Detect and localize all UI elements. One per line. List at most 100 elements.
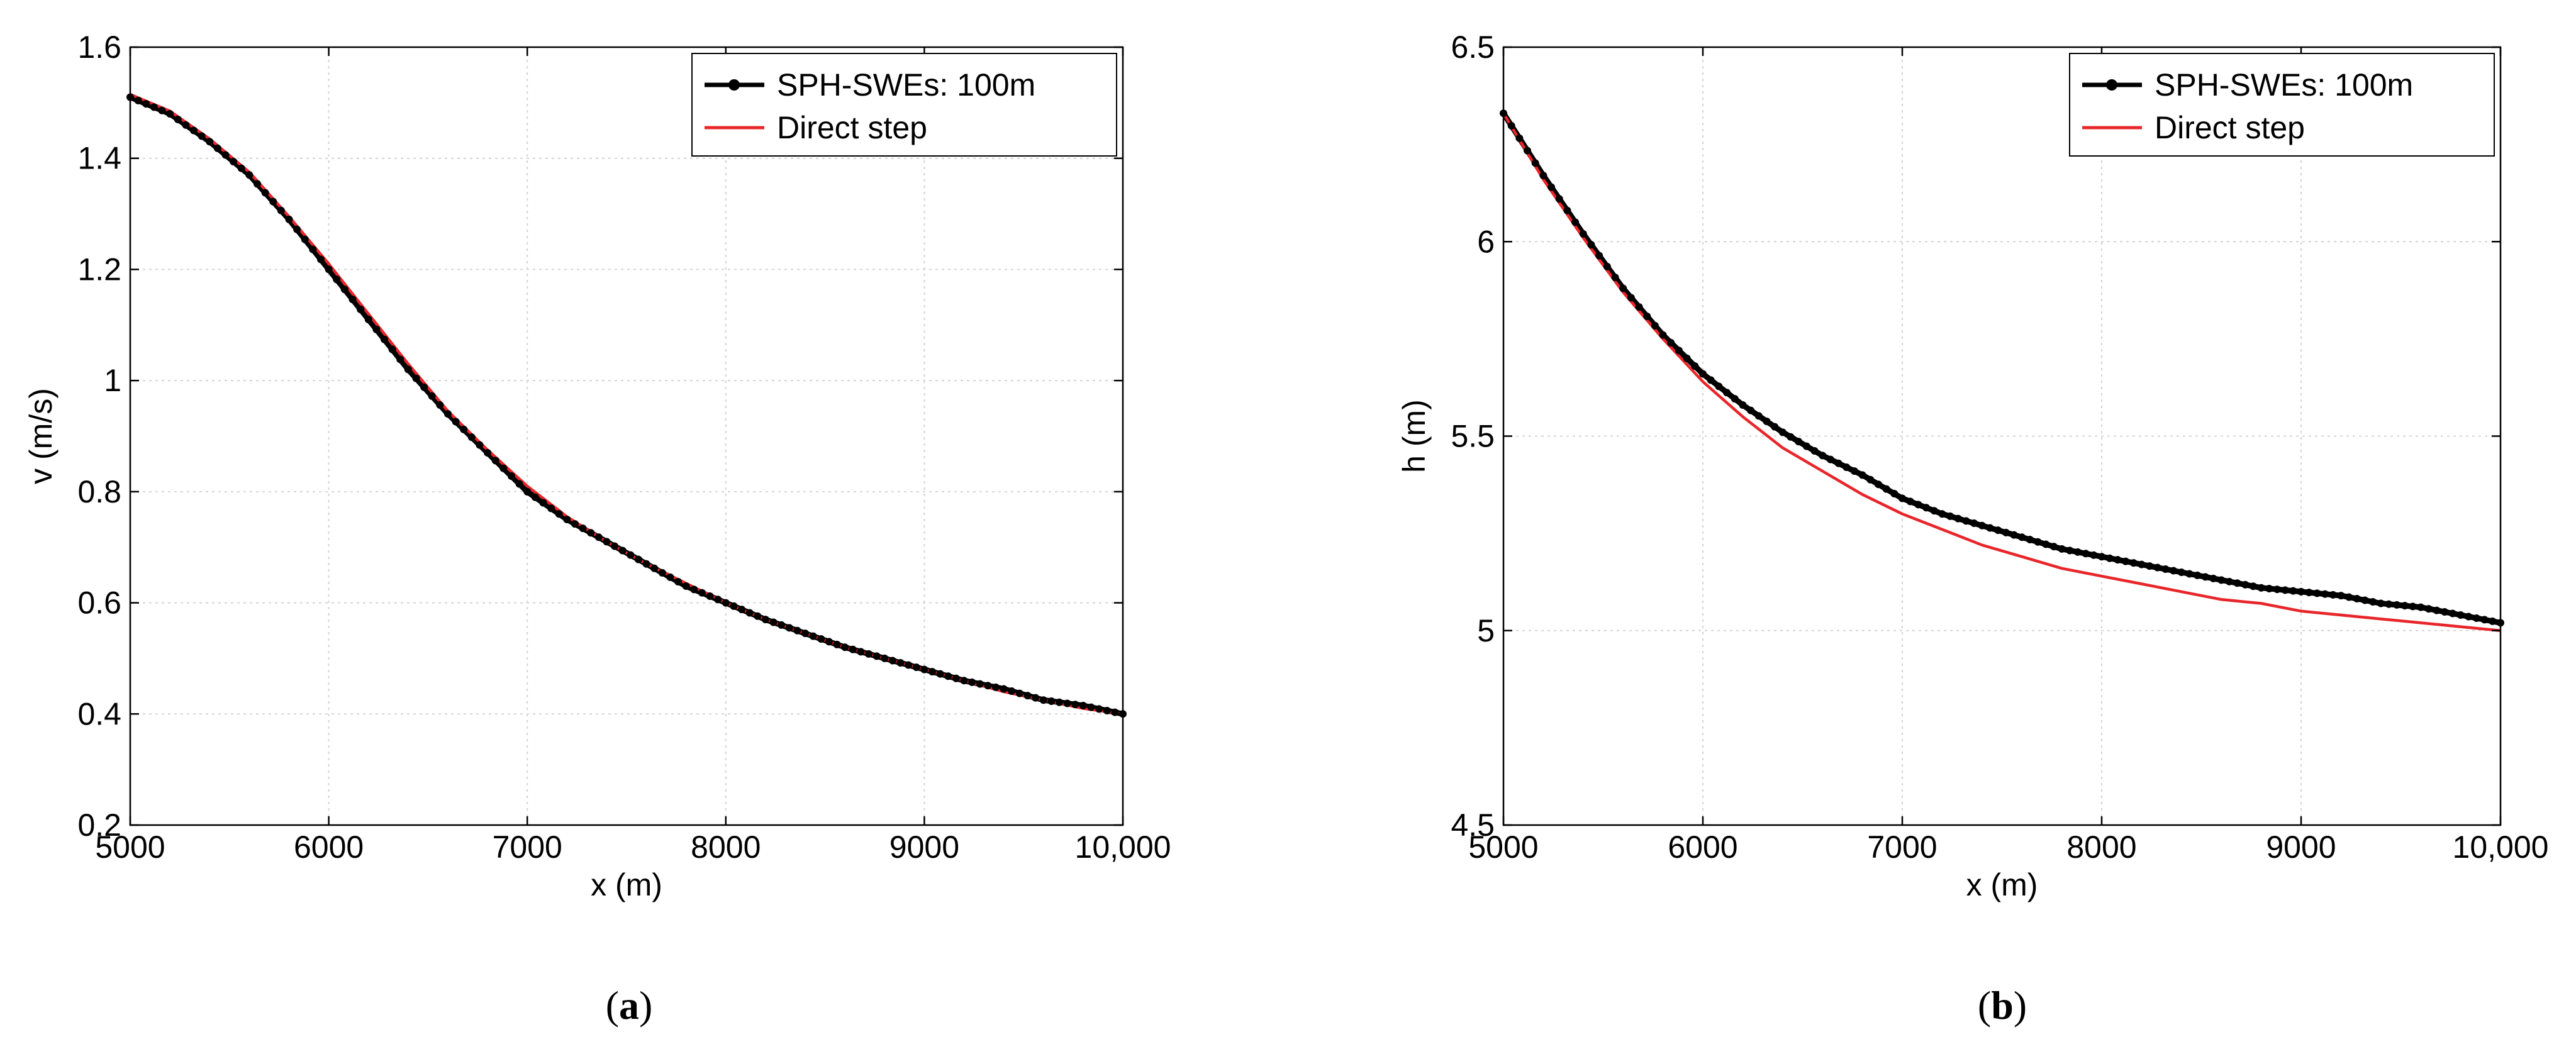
data-point bbox=[2170, 567, 2178, 575]
data-point bbox=[2305, 589, 2313, 597]
data-point bbox=[920, 665, 928, 674]
data-point bbox=[499, 464, 508, 472]
data-point bbox=[2146, 562, 2154, 570]
x-tick-label: 6000 bbox=[294, 829, 364, 865]
data-point bbox=[1954, 514, 1962, 523]
data-point bbox=[698, 589, 706, 597]
data-point bbox=[404, 365, 412, 374]
data-point bbox=[1571, 218, 1580, 226]
data-point bbox=[627, 551, 635, 559]
x-axis-label: x (m) bbox=[1966, 867, 2038, 902]
data-point bbox=[1008, 687, 1016, 696]
data-point bbox=[2393, 601, 2401, 609]
data-point bbox=[1103, 706, 1111, 714]
data-point bbox=[396, 355, 404, 363]
data-point bbox=[793, 626, 801, 635]
y-tick-label: 4.5 bbox=[1451, 807, 1495, 843]
data-point bbox=[476, 441, 484, 449]
data-point bbox=[333, 275, 341, 284]
data-point bbox=[594, 533, 603, 541]
data-point bbox=[1890, 490, 1899, 498]
data-point bbox=[1874, 480, 1882, 489]
data-point bbox=[539, 499, 547, 507]
data-point bbox=[809, 632, 817, 640]
data-point bbox=[2194, 571, 2202, 579]
data-point bbox=[515, 480, 523, 488]
data-point bbox=[2177, 568, 2185, 576]
data-point bbox=[2122, 557, 2130, 565]
data-point bbox=[1619, 284, 1627, 292]
data-point bbox=[213, 144, 221, 152]
data-point bbox=[888, 657, 896, 665]
plot-area bbox=[130, 47, 1123, 825]
data-point bbox=[1111, 708, 1119, 716]
data-point bbox=[1651, 321, 1659, 330]
data-point bbox=[380, 335, 388, 343]
data-point bbox=[563, 516, 571, 524]
x-tick-label: 6000 bbox=[1668, 829, 1737, 865]
data-point bbox=[722, 599, 730, 607]
data-point bbox=[2201, 573, 2209, 581]
data-point bbox=[1079, 702, 1087, 710]
data-point bbox=[666, 573, 674, 581]
data-point bbox=[611, 542, 619, 550]
data-point bbox=[1906, 497, 1914, 506]
y-tick-label: 6 bbox=[1477, 224, 1495, 259]
data-point bbox=[928, 668, 937, 676]
data-point bbox=[1691, 362, 1699, 370]
data-point bbox=[1667, 339, 1675, 347]
data-point bbox=[1802, 442, 1810, 450]
data-point bbox=[1922, 504, 1931, 512]
data-point bbox=[1747, 406, 1755, 414]
data-point bbox=[873, 652, 881, 660]
data-point bbox=[2217, 576, 2226, 584]
data-point bbox=[2480, 616, 2489, 624]
data-point bbox=[277, 206, 285, 214]
data-point bbox=[1643, 313, 1651, 321]
x-tick-label: 5000 bbox=[95, 829, 165, 865]
data-point bbox=[245, 171, 254, 179]
data-point bbox=[1063, 699, 1071, 707]
data-point bbox=[2409, 602, 2417, 611]
x-axis-label: x (m) bbox=[591, 867, 662, 902]
x-tick-label: 5000 bbox=[1468, 829, 1538, 865]
data-point bbox=[1843, 463, 1851, 471]
data-point bbox=[1858, 471, 1866, 479]
data-point bbox=[2018, 533, 2026, 541]
data-point bbox=[1962, 517, 1970, 525]
data-point bbox=[571, 520, 579, 528]
chart-panel-a: 5000 6000 7000 8000 9000 10,000 0.2 0.4 0.6 0.8 1 1… bbox=[23, 30, 1171, 902]
data-point bbox=[2448, 609, 2456, 618]
x-tick-label: 10,000 bbox=[2453, 829, 2549, 865]
data-point bbox=[174, 115, 182, 123]
y-axis-label: v (m/s) bbox=[23, 388, 59, 484]
y-tick-label: 0.4 bbox=[77, 696, 121, 731]
data-point bbox=[2353, 595, 2361, 603]
data-point bbox=[579, 524, 587, 533]
data-point bbox=[166, 110, 174, 118]
data-point bbox=[785, 624, 793, 632]
data-point bbox=[1699, 370, 1707, 378]
data-point bbox=[2185, 570, 2194, 578]
data-point bbox=[261, 189, 269, 197]
x-tick-label: 8000 bbox=[2066, 829, 2136, 865]
data-point bbox=[1715, 382, 1723, 391]
data-point bbox=[936, 670, 944, 678]
data-point bbox=[412, 374, 420, 382]
data-point bbox=[2377, 599, 2385, 607]
data-point bbox=[1587, 241, 1595, 249]
data-point bbox=[1707, 376, 1715, 384]
y-tick-label: 1.6 bbox=[77, 30, 121, 65]
data-point bbox=[428, 392, 436, 400]
x-tick-label: 7000 bbox=[493, 829, 562, 865]
data-point bbox=[1994, 526, 2002, 535]
data-point bbox=[1539, 172, 1547, 180]
data-point bbox=[1778, 428, 1787, 436]
data-point bbox=[348, 296, 357, 304]
data-point bbox=[849, 645, 857, 653]
data-point bbox=[1683, 354, 1691, 362]
data-point bbox=[1023, 692, 1032, 700]
y-tick-label: 1 bbox=[104, 363, 121, 398]
y-tick-label: 0.6 bbox=[77, 585, 121, 621]
